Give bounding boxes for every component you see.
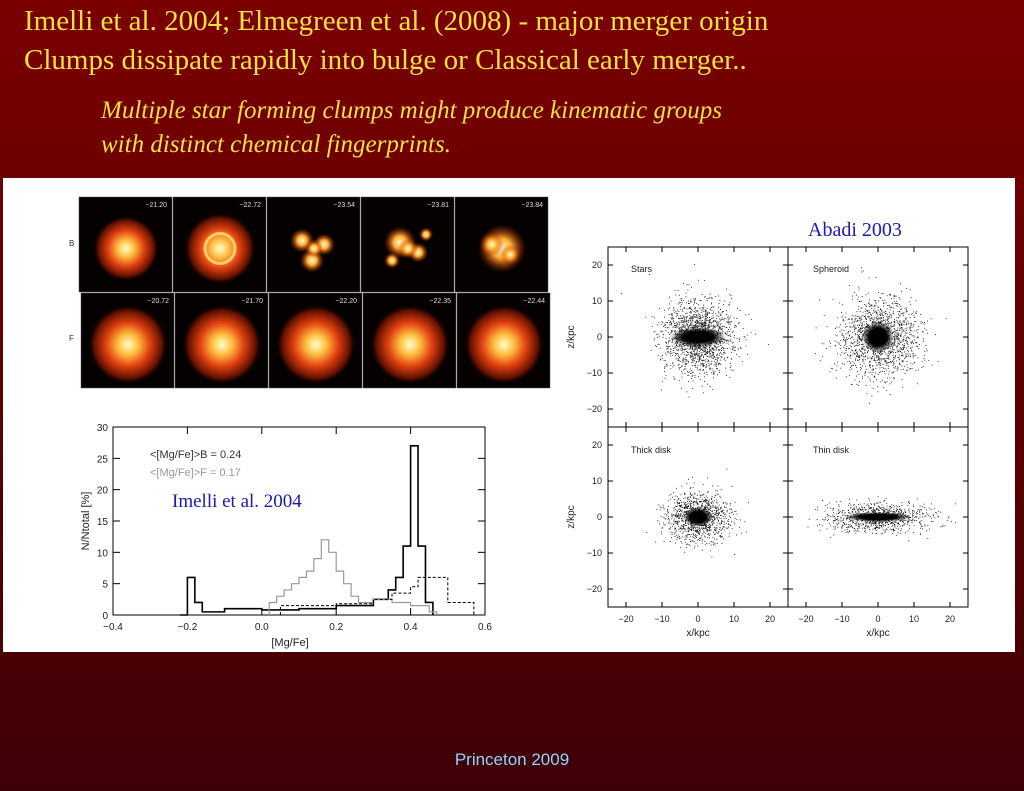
scatter-panel-points: [807, 496, 956, 542]
scatter-panel-points: [646, 468, 750, 558]
kinematic-scatter-grid: −20 −10 0 10 20 −20 −10 0 10 20 −20 −10 0 10 20 −20 −10 0…: [566, 219, 969, 639]
galaxy-magnitude-label: −22.35: [429, 298, 451, 305]
histogram-xtick-label: −0.4: [103, 622, 123, 633]
slide-subtitle-line-1: Multiple star forming clumps might produ…: [101, 97, 723, 124]
scatter-ylabel-bottom: z/kpc: [566, 505, 577, 528]
galaxy-magnitude-label: −20.72: [147, 298, 169, 305]
scatter-ytick-label: 20: [592, 260, 602, 270]
scatter-panel-points: [814, 267, 947, 404]
imelli-credit: Imelli et al. 2004: [172, 491, 302, 512]
galaxy-cell: −20.72: [80, 292, 175, 389]
row-label-f: F: [69, 334, 74, 343]
scatter-xlabel-right: x/kpc: [866, 628, 889, 639]
scatter-xtick-label: −10: [834, 614, 849, 624]
galaxy-cell: −22.44: [456, 292, 551, 389]
galaxy-cell: −22.35: [362, 292, 457, 389]
panel-label-spheroid: Spheroid: [813, 264, 849, 274]
scatter-panel-points: [621, 264, 769, 398]
galaxy-magnitude-label: −22.20: [335, 298, 357, 305]
histogram-series-dashed: [279, 576, 475, 615]
galaxy-cell: −22.72: [172, 196, 267, 293]
legend-b: <[Mg/Fe]>B = 0.24: [150, 449, 241, 461]
scatter-ytick-label: 10: [592, 476, 602, 486]
histogram-xlabel: [Mg/Fe]: [271, 637, 308, 649]
scatter-ytick-label: 10: [592, 296, 602, 306]
galaxy-magnitude-label: −22.72: [239, 202, 261, 209]
histogram-ytick-label: 25: [97, 454, 109, 465]
footer-text: Princeton 2009: [454, 750, 570, 769]
histogram-xtick-label: 0.4: [404, 622, 418, 633]
histogram-ytick-label: 30: [97, 423, 109, 434]
scatter-ytick-label: 0: [597, 512, 602, 522]
scatter-ytick-label: 0: [597, 332, 602, 342]
abadi-credit: Abadi 2003: [808, 219, 902, 241]
panel-label-thick-disk: Thick disk: [631, 445, 672, 455]
scatter-xlabel-left: x/kpc: [686, 628, 709, 639]
histogram-ytick-label: 15: [97, 517, 109, 528]
mgfe-histogram: −0.4 −0.2 0.0 0.2 0.4 0.6 0 5 10 15 20 25 30 <[Mg/Fe…: [80, 423, 492, 649]
histogram-ylabel: N/Ntotal [%]: [80, 492, 92, 551]
panel-label-thin-disk: Thin disk: [813, 445, 850, 455]
galaxy-cell: −21.70: [174, 292, 269, 389]
galaxy-magnitude-label: −23.81: [427, 202, 449, 209]
galaxy-cell: −23.81: [360, 196, 455, 293]
scatter-xtick-label: 20: [765, 614, 775, 624]
galaxy-image-grid: −21.20 −22.72 −23.54 −23.81 −23.84 −20.72 −21.…: [78, 196, 551, 389]
galaxy-cell: −21.20: [78, 196, 173, 293]
histogram-ytick-label: 5: [102, 580, 108, 591]
histogram-ytick-label: 20: [97, 486, 109, 497]
scatter-xtick-label: 0: [875, 614, 880, 624]
slide-subtitle-line-2: with distinct chemical fingerprints.: [101, 131, 451, 158]
galaxy-cell: −22.20: [268, 292, 363, 389]
histogram-series-b: [179, 445, 434, 616]
galaxy-cell: −23.54: [266, 196, 361, 293]
scatter-xtick-label: 0: [695, 614, 700, 624]
galaxy-magnitude-label: −23.84: [521, 202, 543, 209]
scatter-ytick-label: −10: [587, 368, 602, 378]
legend-f: <[Mg/Fe]>F = 0.17: [150, 467, 241, 479]
slide-title-line-2: Clumps dissipate rapidly into bulge or C…: [24, 44, 747, 76]
galaxy-magnitude-label: −22.44: [523, 298, 545, 305]
scatter-ytick-label: −10: [587, 548, 602, 558]
histogram-ytick-label: 0: [102, 611, 108, 622]
histogram-series-f: [268, 539, 438, 615]
galaxy-cell: −23.84: [454, 196, 549, 293]
histogram-xtick-label: 0.0: [255, 622, 269, 633]
slide-title-line-1: Imelli et al. 2004; Elmegreen et al. (20…: [24, 5, 769, 37]
panel-label-stars: Stars: [631, 264, 653, 274]
scatter-xtick-label: 10: [909, 614, 919, 624]
scatter-xtick-label: −20: [618, 614, 633, 624]
figure-panel: −21.20 −22.72 −23.54 −23.81 −23.84 −20.72 −21.…: [3, 178, 1015, 652]
scatter-ytick-label: 20: [592, 440, 602, 450]
galaxy-magnitude-label: −23.54: [333, 202, 355, 209]
scatter-xtick-label: −10: [654, 614, 669, 624]
scatter-xtick-label: 10: [729, 614, 739, 624]
galaxy-magnitude-label: −21.20: [145, 202, 167, 209]
histogram-xtick-label: 0.6: [478, 622, 492, 633]
histogram-xtick-label: 0.2: [329, 622, 343, 633]
row-label-b: B: [69, 239, 74, 248]
scatter-xtick-label: 20: [945, 614, 955, 624]
scatter-ylabel-top: z/kpc: [566, 325, 577, 348]
histogram-xtick-label: −0.2: [178, 622, 198, 633]
galaxy-magnitude-label: −21.70: [241, 298, 263, 305]
scatter-xtick-label: −20: [798, 614, 813, 624]
histogram-ytick-label: 10: [97, 548, 109, 559]
scatter-ytick-label: −20: [587, 404, 602, 414]
scatter-ytick-label: −20: [587, 584, 602, 594]
